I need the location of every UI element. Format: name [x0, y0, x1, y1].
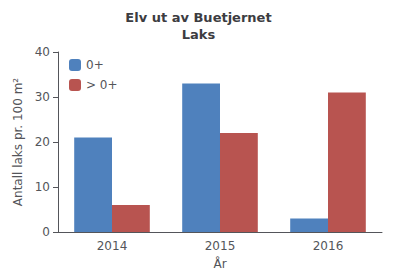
svg-text:2014: 2014	[97, 239, 128, 253]
svg-text:Laks: Laks	[182, 27, 216, 42]
svg-text:År: År	[213, 256, 226, 271]
svg-text:0: 0	[42, 225, 50, 239]
svg-text:30: 30	[35, 90, 50, 104]
svg-text:2015: 2015	[205, 239, 236, 253]
svg-text:Antall laks pr. 100 m²: Antall laks pr. 100 m²	[11, 78, 25, 207]
svg-text:0+: 0+	[86, 58, 104, 72]
svg-text:2016: 2016	[313, 239, 344, 253]
svg-text:> 0+: > 0+	[86, 78, 118, 92]
svg-text:Elv ut av Buetjernet: Elv ut av Buetjernet	[125, 10, 271, 25]
svg-text:10: 10	[35, 180, 50, 194]
svg-text:20: 20	[35, 135, 50, 149]
svg-text:40: 40	[35, 45, 50, 59]
